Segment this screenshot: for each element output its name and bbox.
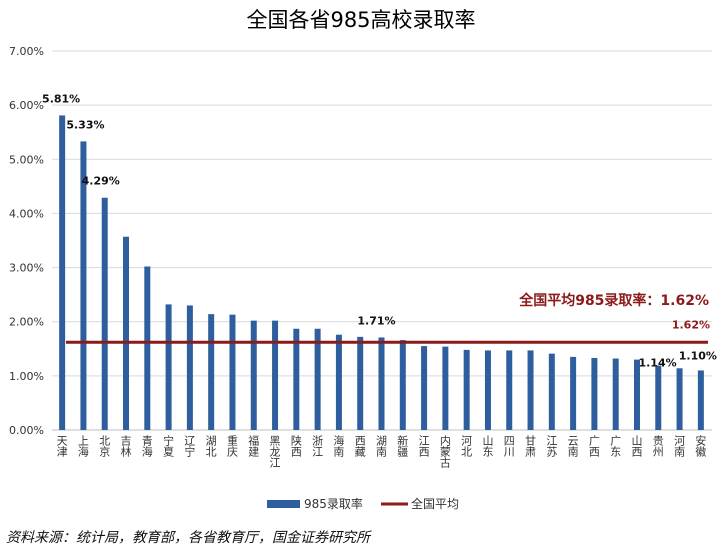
x-tick-label: 陕西 xyxy=(289,434,302,457)
x-tick-label: 内蒙古 xyxy=(438,434,451,468)
y-tick-label: 6.00% xyxy=(9,99,44,112)
x-tick-label: 湖南 xyxy=(375,435,388,457)
bar xyxy=(442,346,449,430)
x-tick-label: 山东 xyxy=(481,435,494,457)
x-tick-label: 山西 xyxy=(630,435,643,457)
bar xyxy=(421,346,428,430)
bar xyxy=(101,197,108,430)
x-tick-label: 湖北 xyxy=(204,435,217,457)
bar xyxy=(123,236,130,430)
y-tick-label: 0.00% xyxy=(9,424,44,437)
average-annotation: 全国平均985录取率：1.62% xyxy=(518,292,709,309)
bar xyxy=(335,334,342,430)
legend-swatch-bars xyxy=(267,500,300,508)
bar xyxy=(676,368,683,430)
bar xyxy=(548,353,555,430)
bar xyxy=(272,320,279,430)
y-tick-label: 2.00% xyxy=(9,316,44,329)
x-tick-label: 浙江 xyxy=(311,435,324,457)
average-value-label: 1.62% xyxy=(672,318,710,331)
data-label: 5.81% xyxy=(42,92,80,105)
x-tick-label: 辽宁 xyxy=(183,435,196,457)
legend-label: 985录取率 xyxy=(304,496,363,511)
bar xyxy=(80,141,87,430)
bar xyxy=(697,370,704,430)
x-tick-label: 青海 xyxy=(140,435,153,458)
bar xyxy=(208,314,215,430)
bar xyxy=(293,328,300,430)
x-tick-label: 黑龙江 xyxy=(268,435,281,468)
bar xyxy=(655,365,662,430)
x-tick-label: 重庆 xyxy=(225,434,238,458)
x-tick-label: 河北 xyxy=(460,435,473,457)
bar xyxy=(399,340,406,430)
x-tick-label: 安徽 xyxy=(694,434,707,458)
x-tick-label: 广西 xyxy=(587,435,600,457)
bar xyxy=(59,115,66,431)
x-tick-label: 吉林 xyxy=(119,435,132,457)
bar xyxy=(527,350,534,430)
y-tick-label: 7.00% xyxy=(9,45,44,58)
y-tick-label: 3.00% xyxy=(9,262,44,275)
y-tick-label: 1.00% xyxy=(9,370,44,383)
x-tick-label: 北京 xyxy=(98,435,111,458)
x-tick-label: 广东 xyxy=(609,435,622,457)
x-tick-label: 福建 xyxy=(247,434,260,458)
bar xyxy=(506,350,513,430)
data-label: 1.14% xyxy=(638,356,676,369)
x-tick-label: 宁夏 xyxy=(162,434,175,457)
bar xyxy=(357,336,364,430)
bar xyxy=(378,337,385,430)
x-tick-label: 甘肃 xyxy=(524,435,537,458)
bars xyxy=(59,115,704,431)
data-label: 1.71% xyxy=(357,314,395,327)
x-tick-label: 云南 xyxy=(566,435,579,457)
gridlines xyxy=(52,50,712,431)
bar xyxy=(250,320,257,430)
bar xyxy=(570,356,577,430)
bar xyxy=(591,357,598,430)
x-tick-label: 贵州 xyxy=(651,435,664,457)
bar xyxy=(186,305,193,430)
data-label: 1.10% xyxy=(679,349,717,362)
average-line-group: 全国平均985录取率：1.62% 1.62% xyxy=(66,292,710,344)
data-label: 5.33% xyxy=(66,118,104,131)
x-axis-ticks: 天津 上海 北京 吉林 青海 宁夏 辽宁 湖北 重庆 福建 黑龙江 陕西 浙江 海南 西藏 湖南 新疆 江西 内蒙古… xyxy=(55,434,707,468)
x-tick-label: 海南 xyxy=(332,434,345,457)
bar xyxy=(314,328,321,430)
x-tick-label: 江苏 xyxy=(545,435,558,458)
chart-title: 全国各省985高校录取率 xyxy=(246,8,475,32)
x-tick-label: 上海 xyxy=(76,435,89,458)
x-tick-label: 江西 xyxy=(417,435,430,457)
bar xyxy=(484,350,491,430)
x-tick-label: 河南 xyxy=(673,435,686,457)
bar xyxy=(633,359,640,430)
bar xyxy=(165,304,172,430)
source-note: 资料来源：统计局，教育部，各省教育厅，国金证券研究所 xyxy=(6,530,370,546)
bar xyxy=(463,349,470,430)
bar xyxy=(612,358,619,430)
x-tick-label: 四川 xyxy=(502,435,515,457)
legend: 985录取率 全国平均 xyxy=(267,496,459,511)
legend-label: 全国平均 xyxy=(411,496,459,511)
x-tick-label: 天津 xyxy=(55,435,68,457)
x-tick-label: 新疆 xyxy=(396,434,409,457)
data-labels: 5.81% 5.33% 4.29% 1.71% 1.14%1.10% xyxy=(42,92,717,369)
x-tick-label: 西藏 xyxy=(353,435,366,458)
y-tick-label: 4.00% xyxy=(9,207,44,220)
bar xyxy=(229,314,236,430)
y-axis-ticks: 0.00% 1.00% 2.00% 3.00% 4.00% 5.00% 6.00% 7.00% xyxy=(9,45,44,437)
y-tick-label: 5.00% xyxy=(9,153,44,166)
bar xyxy=(144,266,151,430)
data-label: 4.29% xyxy=(82,175,120,188)
